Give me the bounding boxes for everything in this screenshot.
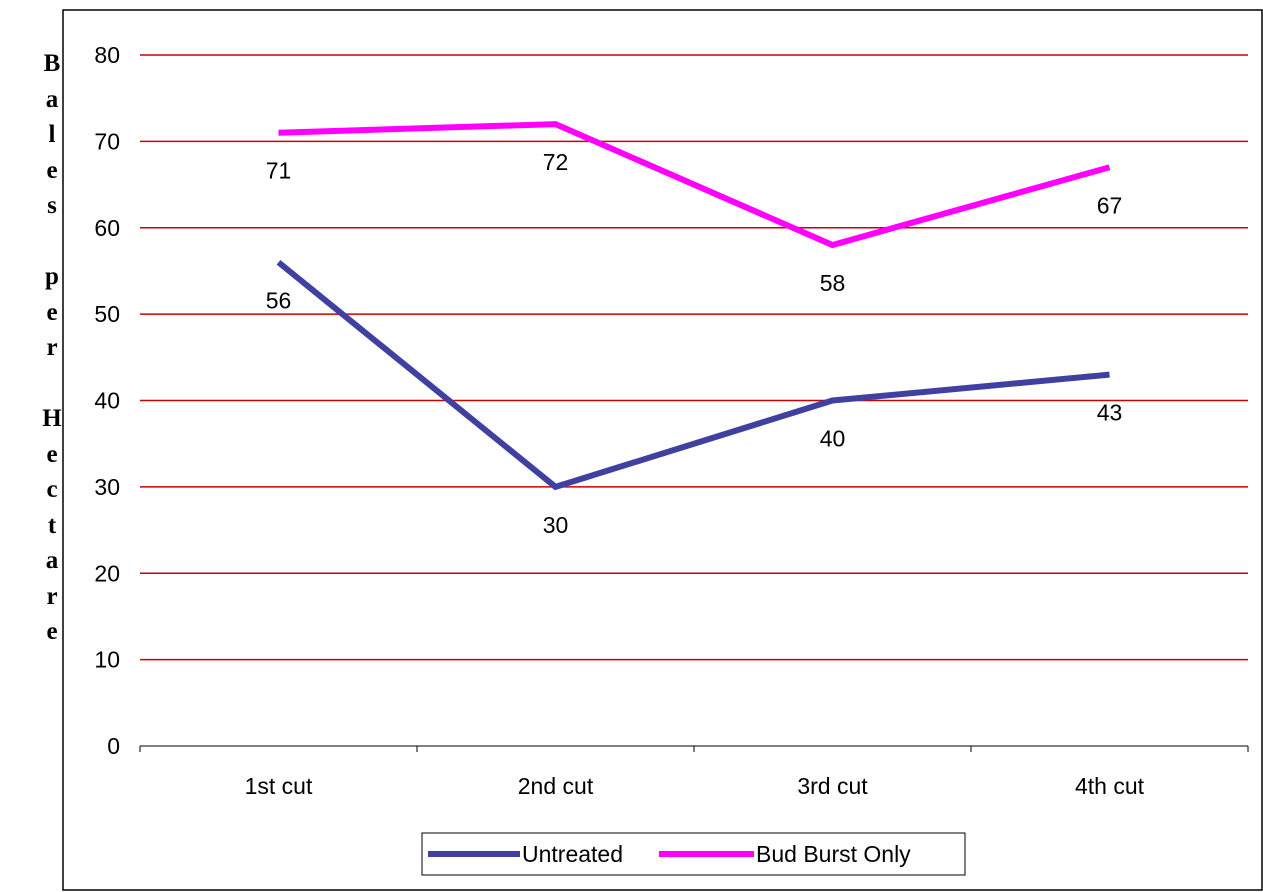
x-tick-labels: 1st cut 2nd cut 3rd cut 4th cut	[245, 773, 1145, 799]
legend: Untreated Bud Burst Only	[421, 832, 966, 876]
y-axis-title-letter: r	[46, 334, 58, 361]
x-tick-label: 1st cut	[245, 773, 313, 799]
y-tick-labels: 0 10 20 30 40 50 60 70 80	[94, 42, 120, 759]
y-axis-title-letter: B	[43, 50, 61, 77]
legend-label: Untreated	[522, 841, 623, 867]
series-line-0	[276, 259, 1110, 491]
y-tick-label: 40	[94, 388, 120, 414]
y-axis-title-letter: H	[42, 405, 62, 432]
y-tick-label: 60	[94, 215, 120, 241]
x-tick-label: 3rd cut	[797, 773, 868, 799]
y-axis-title-letter: a	[45, 547, 59, 574]
y-axis-title-letter: c	[46, 476, 58, 503]
y-axis-title-letter: t	[47, 511, 57, 539]
y-axis-title-letter: l	[48, 121, 56, 148]
data-label: 40	[820, 426, 846, 452]
data-label: 71	[266, 158, 292, 184]
data-label: 30	[543, 512, 569, 538]
y-tick-label: 80	[94, 42, 120, 68]
y-axis-title-letter: r	[46, 582, 58, 610]
data-label: 72	[543, 149, 569, 175]
y-axis-title-letter: e	[46, 298, 58, 326]
y-axis-title-letter: s	[47, 192, 57, 219]
series-lines	[276, 121, 1111, 491]
y-axis-title-letter: a	[45, 85, 59, 113]
y-tick-label: 20	[94, 560, 120, 586]
x-tick-label: 4th cut	[1075, 773, 1145, 799]
y-tick-label: 10	[94, 647, 120, 673]
chart-border	[62, 9, 1263, 891]
data-label: 58	[820, 270, 846, 296]
gridlines	[140, 54, 1248, 661]
series-line-1	[278, 121, 1111, 249]
x-tick-label: 2nd cut	[518, 773, 594, 799]
data-label: 56	[266, 287, 292, 313]
data-labels: 56 30 40 43 71 72 58 67	[266, 149, 1123, 538]
axes	[139, 745, 1249, 752]
y-axis-title-letter: e	[46, 618, 58, 645]
y-axis-title-letter: e	[46, 156, 58, 184]
y-tick-label: 50	[94, 301, 120, 327]
y-axis-title-letter: p	[45, 263, 59, 290]
legend-label: Bud Burst Only	[756, 841, 911, 867]
y-tick-label: 0	[107, 733, 120, 759]
data-label: 43	[1097, 400, 1123, 426]
y-axis-title-letter: e	[46, 440, 58, 468]
y-tick-label: 30	[94, 474, 120, 500]
y-tick-label: 70	[94, 128, 120, 154]
data-label: 67	[1097, 192, 1123, 218]
